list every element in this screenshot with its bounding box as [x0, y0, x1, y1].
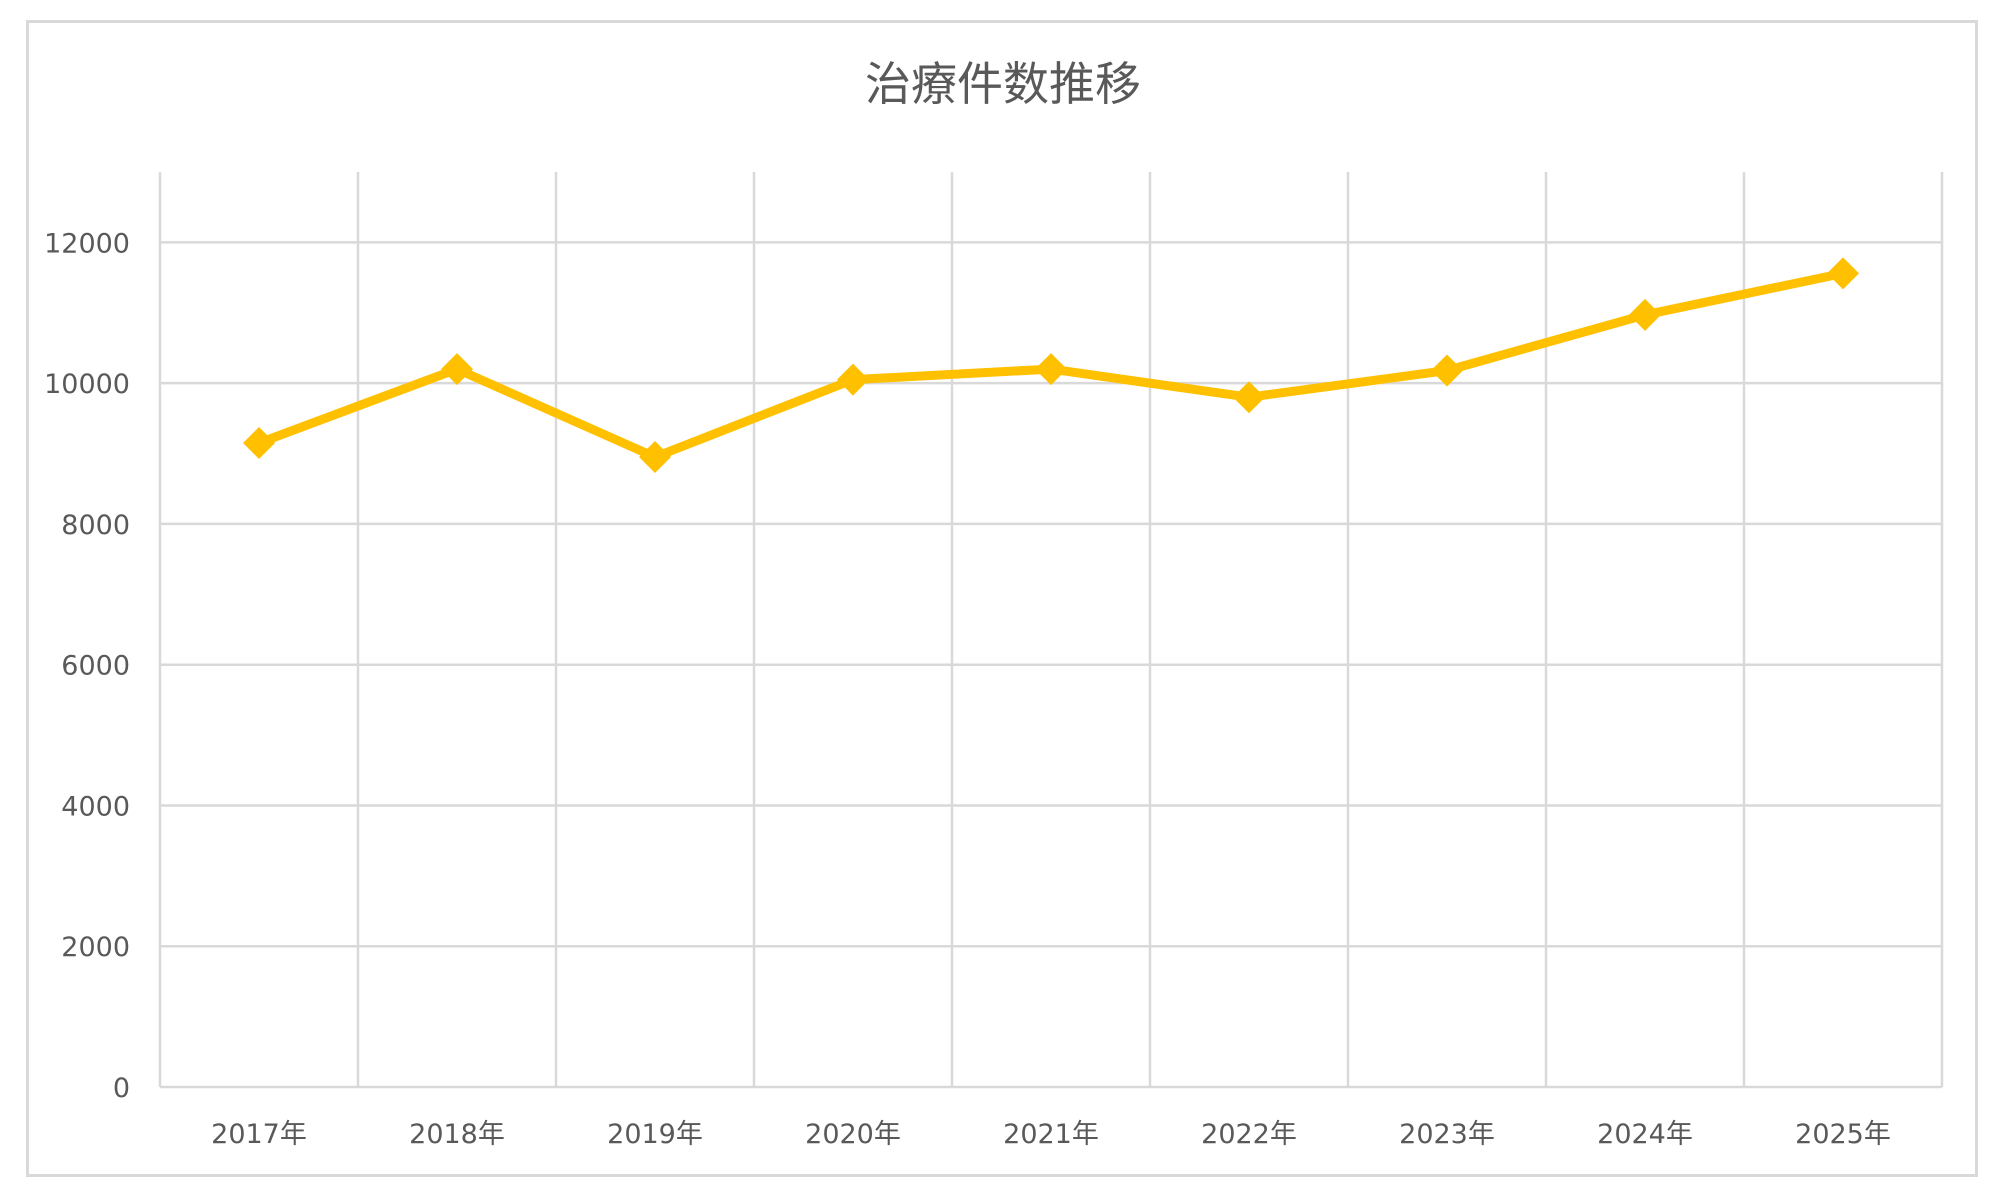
x-tick-label: 2020年	[805, 1119, 901, 1150]
y-tick-label: 0	[113, 1073, 130, 1104]
data-point-marker	[1035, 353, 1067, 386]
data-point-marker	[1629, 298, 1661, 331]
data-point-marker	[1233, 381, 1265, 414]
y-tick-label: 2000	[61, 932, 130, 963]
y-axis-ticks: 0 2000 4000 6000 8000 10000 12000	[44, 228, 130, 1104]
chart-frame	[26, 20, 1978, 1177]
y-tick-label: 6000	[61, 651, 130, 682]
data-point-marker	[243, 426, 275, 459]
y-tick-label: 4000	[61, 791, 130, 822]
x-tick-label: 2018年	[409, 1119, 505, 1150]
x-axis-ticks: 2017年 2018年 2019年 2020年 2021年 2022年 2023年 2024年…	[211, 1119, 1891, 1150]
data-point-marker	[1431, 354, 1463, 387]
y-tick-label: 10000	[44, 369, 130, 400]
series-markers	[243, 257, 1859, 474]
y-tick-label: 8000	[61, 510, 130, 541]
y-tick-label: 12000	[44, 228, 130, 259]
gridlines	[158, 172, 1944, 1089]
x-tick-label: 2024年	[1597, 1119, 1693, 1150]
x-tick-label: 2017年	[211, 1119, 307, 1150]
chart-title: 治療件数推移	[865, 57, 1141, 111]
x-tick-label: 2021年	[1003, 1119, 1099, 1150]
x-tick-label: 2025年	[1795, 1119, 1891, 1150]
data-point-marker	[639, 441, 671, 474]
x-tick-label: 2019年	[607, 1119, 703, 1150]
x-tick-label: 2022年	[1201, 1119, 1297, 1150]
data-point-marker	[1827, 257, 1859, 290]
data-point-marker	[837, 363, 869, 396]
x-tick-label: 2023年	[1399, 1119, 1495, 1150]
data-point-marker	[441, 353, 473, 386]
